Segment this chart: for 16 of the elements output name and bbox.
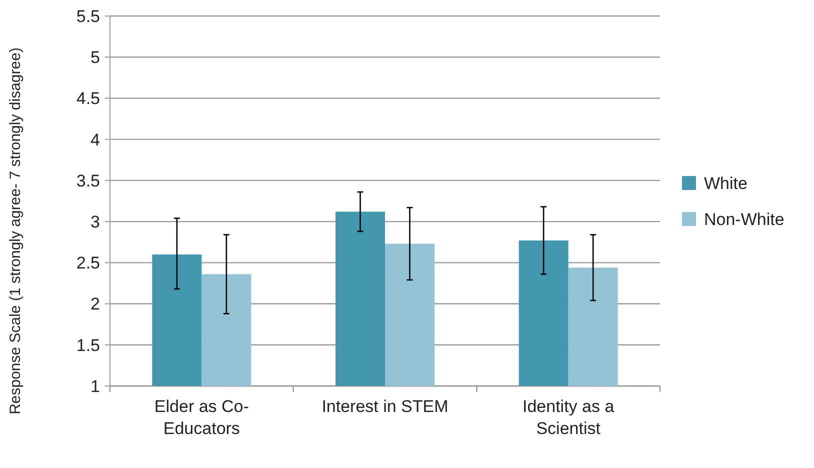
legend-label: White bbox=[704, 174, 748, 193]
y-axis-title: Response Scale (1 strongly agree- 7 strongly disagree) bbox=[7, 48, 24, 414]
y-tick-label: 4.5 bbox=[76, 89, 100, 108]
y-tick-label: 3.5 bbox=[76, 171, 100, 190]
x-tick-label: Interest in STEM bbox=[322, 397, 448, 416]
y-tick-label: 2 bbox=[90, 294, 100, 314]
legend-label: Non-White bbox=[704, 210, 784, 229]
y-tick-label: 2.5 bbox=[76, 254, 100, 273]
x-tick-label: Elder as Co-Educators bbox=[154, 397, 249, 438]
y-tick-label: 3 bbox=[90, 212, 100, 232]
y-tick-label: 5 bbox=[90, 48, 100, 68]
x-tick-label: Identity as a Scientist bbox=[522, 397, 615, 438]
y-tick-label: 1 bbox=[90, 376, 100, 396]
y-tick-label: 4 bbox=[90, 130, 100, 150]
y-tick-label: 5.5 bbox=[76, 6, 100, 26]
y-tick-label: 1.5 bbox=[76, 336, 100, 355]
